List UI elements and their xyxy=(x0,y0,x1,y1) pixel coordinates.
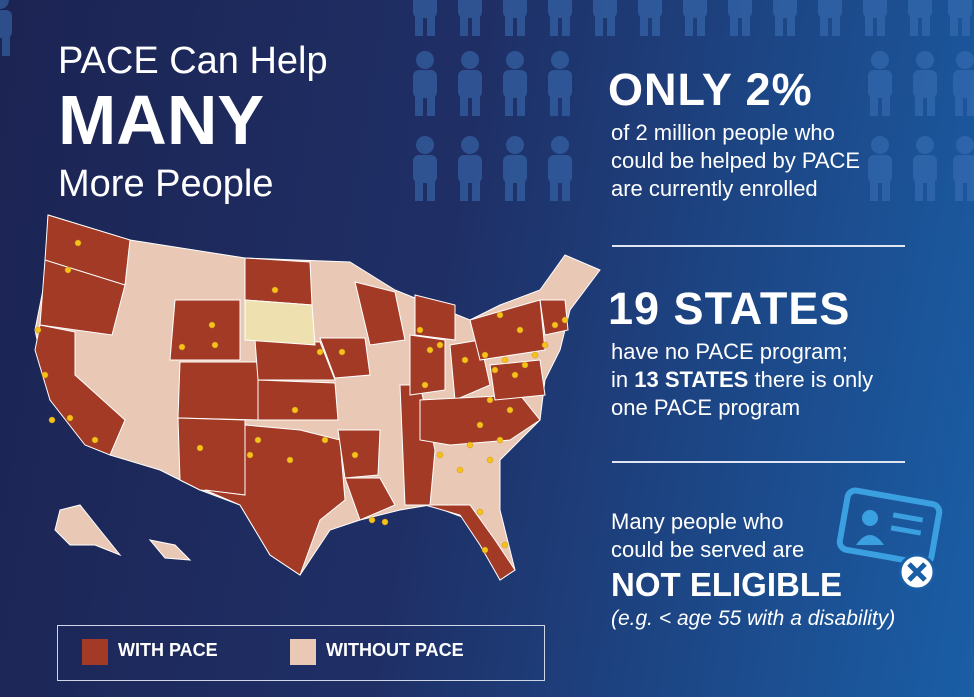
stat-text: in xyxy=(611,367,629,392)
headline-line: PACE Can Help xyxy=(58,40,328,82)
id-card-icon xyxy=(836,487,943,591)
stat-text: are currently enrolled xyxy=(611,176,818,201)
stat-text: could be helped by PACE xyxy=(611,148,861,173)
stat-text: have no PACE program; xyxy=(611,339,848,364)
stat-text: could be served are xyxy=(611,537,805,562)
program-dots xyxy=(34,239,569,554)
stat-heading: NOT ELIGIBLE xyxy=(611,566,842,603)
stat-heading: 19 STATES xyxy=(608,283,851,334)
people-pattern xyxy=(0,0,974,201)
legend-swatch xyxy=(82,639,108,665)
stat-text: Many people who xyxy=(611,509,784,534)
headline-line: More People xyxy=(58,163,274,205)
separator xyxy=(612,245,905,247)
us-map xyxy=(34,214,601,581)
stat-note: (e.g. < age 55 with a disability) xyxy=(611,607,896,630)
stat-heading: ONLY 2% xyxy=(608,64,813,115)
stat-text: there is only xyxy=(754,367,874,392)
legend: WITH PACE WITHOUT PACE xyxy=(57,625,545,681)
legend-label: WITH PACE xyxy=(118,640,218,660)
headline-emphasis: MANY xyxy=(58,81,265,159)
stat-emphasis: 13 STATES xyxy=(634,367,749,392)
legend-label: WITHOUT PACE xyxy=(326,640,464,660)
stat-text: one PACE program xyxy=(611,395,801,420)
separator xyxy=(612,461,905,463)
legend-swatch xyxy=(290,639,316,665)
stat-text: of 2 million people who xyxy=(611,120,835,145)
stat-text: in 13 STATES there is only xyxy=(611,366,873,394)
